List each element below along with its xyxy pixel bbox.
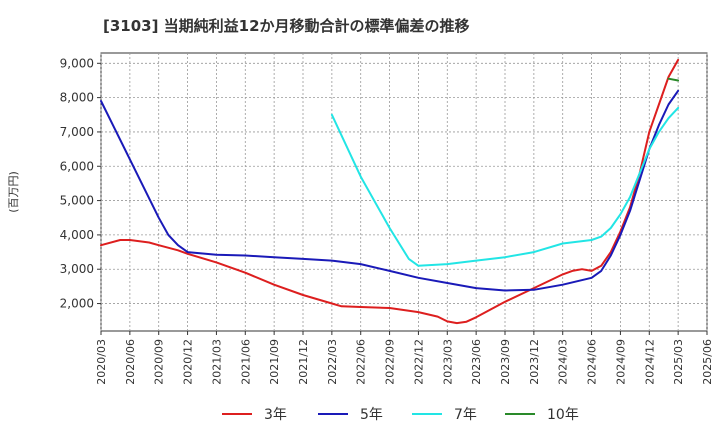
- x-tick-label: 2025/06: [701, 339, 714, 385]
- y-axis-label: (百万円): [7, 171, 20, 213]
- x-tick-label: 2022/06: [355, 339, 368, 385]
- y-tick-label: 6,000: [60, 159, 94, 173]
- y-tick-label: 7,000: [60, 125, 94, 139]
- gridlines: [100, 53, 708, 331]
- x-tick-label: 2020/09: [153, 339, 166, 385]
- legend-label: 3年: [264, 407, 287, 423]
- x-tick-label: 2024/09: [614, 339, 627, 385]
- x-tick-label: 2024/03: [557, 339, 570, 385]
- x-tick-label: 2023/12: [528, 339, 541, 385]
- series-line: [100, 58, 680, 325]
- x-tick-label: 2022/12: [412, 339, 425, 385]
- x-tick-label: 2022/09: [384, 339, 397, 385]
- y-tick-label: 2,000: [60, 297, 94, 311]
- x-tick-label: 2020/12: [182, 339, 195, 385]
- x-tick-label: 2021/03: [210, 339, 223, 385]
- x-tick-label: 2024/12: [643, 339, 656, 385]
- plot-frame: [100, 52, 708, 332]
- x-axis: 2020/03 2020/06 2020/09 2020/12 2021/03 2021/…: [95, 331, 714, 385]
- chart-title: [3103] 当期純利益12か月移動合計の標準偏差の推移: [103, 17, 470, 35]
- x-tick-label: 2021/06: [239, 339, 252, 385]
- x-tick-label: 2023/03: [441, 339, 454, 385]
- y-tick-label: 4,000: [60, 228, 94, 242]
- x-tick-label: 2021/12: [297, 339, 310, 385]
- x-tick-label: 2021/09: [268, 339, 281, 385]
- y-tick-label: 9,000: [60, 56, 94, 70]
- x-tick-label: 2023/09: [499, 339, 512, 385]
- y-tick-label: 3,000: [60, 262, 94, 276]
- y-tick-label: 5,000: [60, 194, 94, 208]
- legend-label: 5年: [360, 407, 383, 423]
- y-tick-label: 8,000: [60, 91, 94, 105]
- legend: 3年 5年 7年 10年: [222, 407, 579, 423]
- series-line: [330, 106, 680, 267]
- x-tick-label: 2020/06: [124, 339, 137, 385]
- series-line: [100, 89, 680, 292]
- plot-area: [100, 52, 708, 332]
- series-lines: [100, 58, 680, 325]
- x-tick-label: 2020/03: [95, 339, 108, 385]
- x-tick-label: 2022/03: [326, 339, 339, 385]
- legend-label: 10年: [547, 407, 579, 423]
- legend-label: 7年: [454, 407, 477, 423]
- x-tick-label: 2024/06: [586, 339, 599, 385]
- x-tick-label: 2023/06: [470, 339, 483, 385]
- series-line: [667, 77, 680, 82]
- y-axis: 2,000 3,000 4,000 5,000 6,000 7,000 8,000 9,000: [60, 56, 101, 311]
- x-tick-label: 2025/03: [672, 339, 685, 385]
